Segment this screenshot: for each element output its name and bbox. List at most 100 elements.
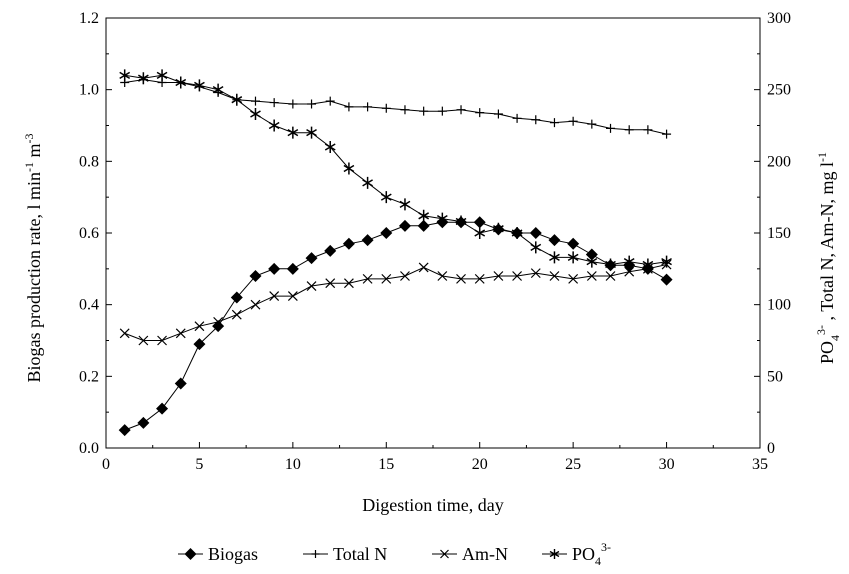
point-total_n [531,115,541,125]
point-am_n [512,271,523,281]
legend-item-biogas: Biogas [178,544,258,564]
point-am_n [624,266,635,277]
x-tick-label: 0 [102,456,110,473]
point-am_n [362,273,373,284]
y-left-tick-label: 1.0 [79,82,99,99]
point-po4 [287,126,299,139]
point-biogas [380,227,393,239]
x-tick-label: 35 [752,456,768,473]
point-po4 [418,209,430,222]
y-right-tick-label: 150 [767,225,791,242]
point-po4 [380,191,392,204]
point-po4 [212,83,224,96]
point-biogas [118,424,131,437]
point-am_n [400,271,410,281]
point-po4 [455,215,467,228]
y-left-tick-label: 1.2 [79,10,99,27]
point-biogas [174,377,187,390]
x-tick-label: 20 [472,456,488,473]
point-po4 [549,251,560,264]
legend-marker-po4 [549,549,560,559]
point-biogas [342,237,355,250]
x-tick-label: 30 [659,456,675,473]
point-am_n [213,316,224,327]
legend-label-po4: PO43- [572,540,611,568]
point-po4 [175,76,187,89]
point-po4 [343,162,355,175]
point-biogas [305,252,318,265]
point-po4 [306,126,317,139]
point-am_n [605,271,616,281]
point-po4 [474,227,486,239]
point-total_n [250,96,260,106]
point-am_n [119,328,130,339]
point-biogas [230,291,243,304]
series-total_n [120,75,672,139]
point-po4 [324,141,336,153]
point-biogas [286,262,299,275]
point-am_n [568,273,579,284]
x-axis-title: Digestion time, day [362,495,503,515]
series-line-am_n [124,264,667,341]
series-layer [118,69,673,437]
point-biogas [324,244,337,257]
y-axis-left-title: Biogas production rate, l min-1 m-3 [22,134,44,383]
point-total_n [381,103,391,113]
point-total_n [643,125,653,135]
point-am_n [157,335,167,346]
point-biogas [417,219,430,232]
point-biogas [660,273,673,286]
point-po4 [493,222,504,235]
point-biogas [567,237,580,250]
y-right-tick-label: 0 [767,440,775,457]
point-po4 [137,72,149,85]
point-am_n [306,281,317,291]
point-am_n [269,291,280,301]
point-biogas [156,402,169,415]
point-total_n [419,106,429,116]
point-po4 [231,93,243,106]
series-line-total_n [124,79,667,135]
point-po4 [399,198,411,211]
point-am_n [586,271,597,281]
point-po4 [194,79,205,92]
plot-axes [105,17,761,449]
point-total_n [456,105,466,115]
point-biogas [585,248,598,261]
point-am_n [343,278,354,289]
point-po4 [661,255,672,268]
point-am_n [250,299,261,310]
point-po4 [623,255,635,268]
point-total_n [568,116,578,126]
point-total_n [549,118,559,128]
point-total_n [307,99,317,109]
point-total_n [344,102,354,112]
point-biogas [137,416,150,429]
point-biogas [249,270,262,282]
point-total_n [400,105,410,115]
legend: Biogas Total N Am-N PO43- [178,540,611,568]
y-right-tick-label: 100 [767,297,791,314]
point-am_n [231,309,242,320]
point-total_n [437,106,447,116]
series-line-biogas [124,221,667,431]
x-tick-label: 5 [195,456,203,473]
x-tick-label: 25 [565,456,581,473]
legend-marker-am-n [440,549,449,559]
y-right-tick-label: 200 [767,153,791,170]
point-total_n [493,109,503,119]
point-po4 [362,176,373,189]
point-am_n [287,291,298,301]
point-po4 [268,119,280,132]
y-right-tick-label: 250 [767,82,791,99]
point-po4 [250,108,261,121]
series-line-po4 [124,74,667,266]
point-biogas [398,219,411,232]
legend-label-am-n: Am-N [462,544,508,564]
point-biogas [212,320,225,333]
point-po4 [642,258,654,271]
point-am_n [549,271,560,281]
point-am_n [474,273,485,284]
point-po4 [119,69,131,82]
